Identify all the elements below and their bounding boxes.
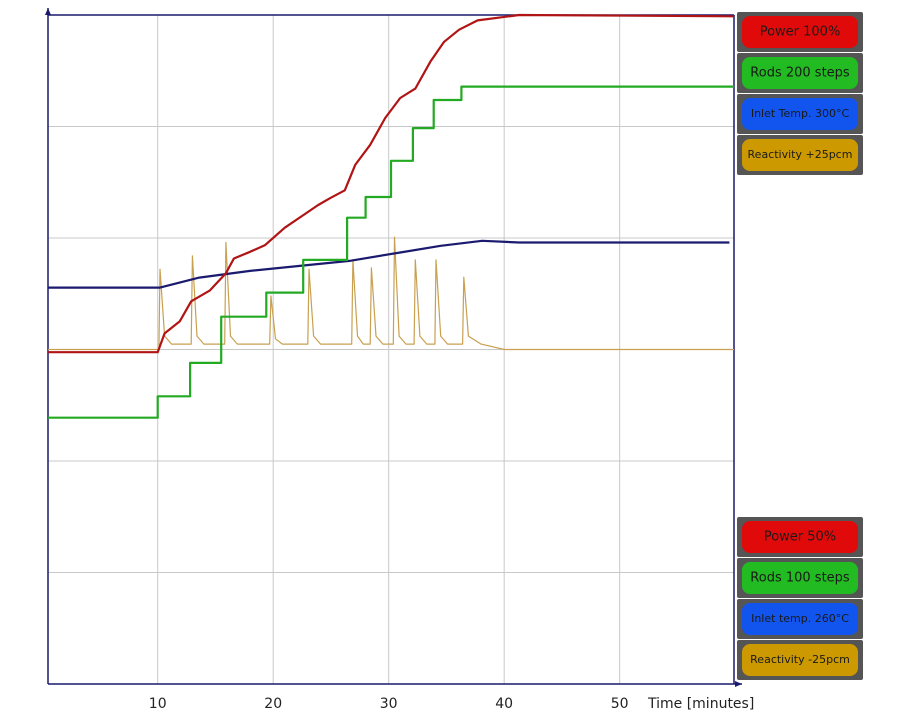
- legend-text: Inlet temp. 260°C: [751, 612, 849, 625]
- x-tick-label: 10: [149, 696, 167, 712]
- legend-box: [742, 644, 858, 676]
- series-line: [48, 239, 730, 289]
- x-tick-label: 20: [264, 696, 282, 712]
- legend-text: Rods 200 steps: [750, 66, 850, 81]
- legend-box: [742, 603, 858, 635]
- legend-text: Reactivity +25pcm: [748, 148, 853, 161]
- legend-box: [742, 521, 858, 553]
- legend-box: [742, 562, 858, 594]
- legend-text: Inlet Temp. 300°C: [751, 107, 850, 120]
- legend-box: [742, 98, 858, 130]
- legend-box: [742, 139, 858, 171]
- legend-text: Reactivity -25pcm: [750, 653, 850, 666]
- x-tick-label: 30: [380, 696, 398, 712]
- x-axis-arrow: [735, 681, 742, 687]
- legend-text: Power 100%: [760, 25, 841, 40]
- x-tick-label: 50: [611, 696, 629, 712]
- x-tick-label: 40: [495, 696, 513, 712]
- x-axis-label: Time [minutes]: [647, 696, 754, 712]
- y-axis-arrow: [45, 8, 51, 15]
- legend-text: Power 50%: [764, 530, 836, 545]
- series-line: [48, 85, 734, 419]
- legend-box: [742, 16, 858, 48]
- series-line: [48, 236, 734, 351]
- legend-text: Rods 100 steps: [750, 571, 850, 586]
- legend-box: [742, 57, 858, 89]
- series-line: [48, 13, 735, 354]
